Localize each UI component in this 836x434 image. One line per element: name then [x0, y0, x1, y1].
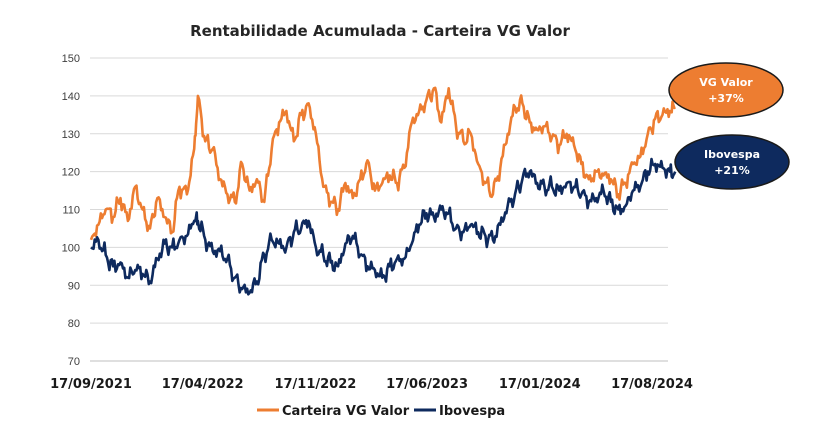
y-tick-label: 80	[68, 318, 80, 330]
x-tick-label: 17/09/2021	[50, 377, 132, 392]
series-line-ibovespa	[90, 157, 677, 296]
legend: Carteira VG Valor Ibovespa	[257, 404, 505, 419]
chart-title: Rentabilidade Acumulada - Carteira VG Va…	[190, 22, 570, 40]
y-tick-label: 100	[62, 242, 80, 254]
y-tick-label: 150	[62, 53, 80, 65]
x-tick-label: 17/11/2022	[274, 377, 356, 392]
annotation-bubble: VG Valor +37%	[668, 62, 784, 118]
x-tick-label: 17/06/2023	[386, 377, 468, 392]
series-lines	[89, 86, 677, 296]
annotation-label: VG Valor	[699, 76, 753, 89]
legend-item: Ibovespa	[414, 404, 505, 419]
annotation-value: +21%	[714, 164, 750, 177]
annotation-bubble: Ibovespa +21%	[674, 134, 790, 190]
legend-label: Carteira VG Valor	[282, 404, 410, 419]
chart-gridlines	[90, 57, 668, 324]
y-axis-ticks: 70 80 90 100 110 120 130 140 150	[62, 53, 80, 368]
series-line-carteira-vg-valor	[89, 86, 676, 241]
x-axis-ticks: 17/09/2021 17/04/2022 17/11/2022 17/06/2023…	[50, 377, 693, 392]
annotation-ellipse	[674, 134, 790, 190]
x-tick-label: 17/04/2022	[162, 377, 244, 392]
x-tick-label: 17/08/2024	[611, 377, 693, 392]
legend-item: Carteira VG Valor	[257, 404, 410, 419]
y-tick-label: 130	[62, 129, 80, 141]
y-tick-label: 120	[62, 167, 80, 179]
annotation-value: +37%	[708, 92, 744, 105]
legend-label: Ibovespa	[439, 404, 505, 419]
x-tick-label: 17/01/2024	[499, 377, 581, 392]
annotation-label: Ibovespa	[704, 148, 760, 161]
y-tick-label: 110	[62, 205, 80, 217]
y-tick-label: 90	[68, 280, 80, 292]
y-tick-label: 140	[62, 91, 80, 103]
annotation-ellipse	[668, 62, 784, 118]
y-tick-label: 70	[68, 356, 80, 368]
end-annotations: VG Valor +37% Ibovespa +21%	[668, 62, 790, 190]
